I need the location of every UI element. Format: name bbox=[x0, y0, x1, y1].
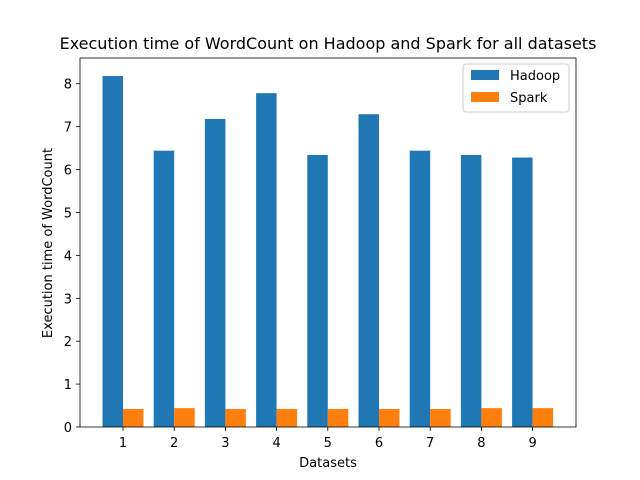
bars-group bbox=[102, 76, 554, 428]
x-tick-label: 9 bbox=[528, 436, 536, 451]
y-tick-label: 3 bbox=[64, 292, 72, 307]
x-axis-label: Datasets bbox=[299, 456, 357, 471]
y-axis-label: Execution time of WordCount bbox=[41, 148, 56, 338]
bar-hadoop-4 bbox=[256, 93, 277, 428]
bar-spark-7 bbox=[430, 408, 451, 427]
x-tick-label: 3 bbox=[221, 436, 229, 451]
bar-hadoop-7 bbox=[409, 150, 431, 427]
bar-spark-1 bbox=[123, 408, 144, 427]
legend-label-spark: Spark bbox=[510, 91, 548, 106]
bar-spark-4 bbox=[276, 408, 298, 427]
y-tick-label: 5 bbox=[64, 206, 72, 221]
x-tick-label: 7 bbox=[426, 436, 434, 451]
bar-spark-8 bbox=[481, 408, 502, 427]
legend-swatch-hadoop bbox=[471, 70, 499, 80]
y-tick-label: 6 bbox=[64, 164, 72, 179]
y-tick-label: 7 bbox=[64, 121, 72, 136]
chart-title: Execution time of WordCount on Hadoop an… bbox=[60, 34, 597, 53]
legend-swatch-spark bbox=[471, 92, 499, 102]
x-tick-label: 8 bbox=[477, 436, 485, 451]
bar-spark-2 bbox=[174, 408, 195, 427]
bar-spark-3 bbox=[225, 408, 246, 427]
bar-spark-5 bbox=[327, 408, 349, 427]
bar-hadoop-5 bbox=[307, 154, 328, 427]
y-tick-label: 1 bbox=[64, 378, 72, 393]
bar-hadoop-3 bbox=[204, 118, 226, 427]
axes-group: 0 1 2 3 4 5 6 7 8 1 2 3 4 5 6 7 8 9 bbox=[64, 57, 577, 451]
bar-hadoop-2 bbox=[153, 150, 175, 427]
bar-hadoop-1 bbox=[102, 76, 123, 427]
x-tick-label: 6 bbox=[375, 436, 383, 451]
y-tick-label: 4 bbox=[64, 249, 72, 264]
x-tick-label: 5 bbox=[324, 436, 332, 451]
bar-spark-9 bbox=[532, 408, 554, 427]
legend-label-hadoop: Hadoop bbox=[510, 69, 560, 84]
bar-hadoop-6 bbox=[358, 114, 379, 428]
x-tick-label: 1 bbox=[119, 436, 127, 451]
y-tick-label: 2 bbox=[64, 335, 72, 350]
bar-hadoop-9 bbox=[512, 157, 533, 427]
x-tick-label: 4 bbox=[272, 436, 280, 451]
y-tick-label: 0 bbox=[64, 421, 72, 436]
x-tick-label: 2 bbox=[170, 436, 178, 451]
bar-spark-6 bbox=[379, 408, 400, 427]
y-tick-label: 8 bbox=[64, 78, 72, 93]
legend: Hadoop Spark bbox=[462, 63, 570, 113]
bar-hadoop-8 bbox=[460, 154, 482, 427]
